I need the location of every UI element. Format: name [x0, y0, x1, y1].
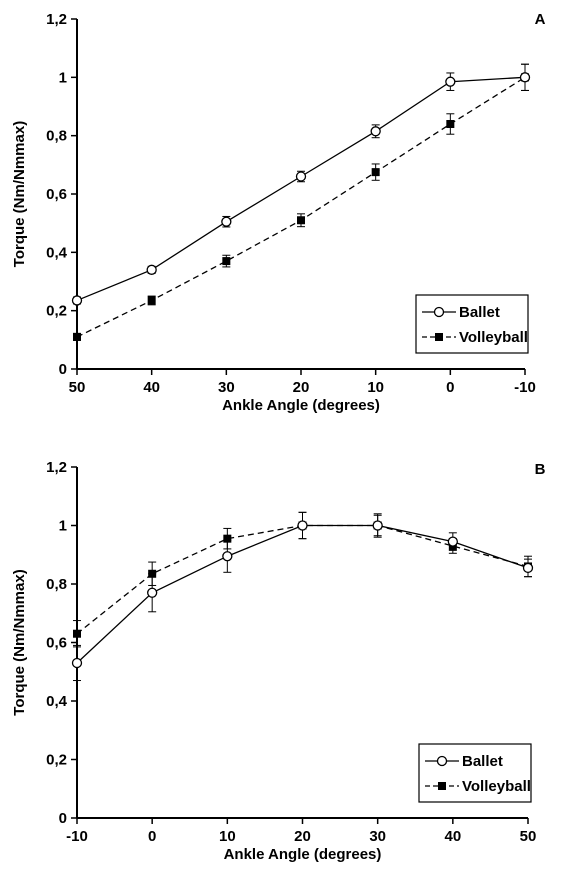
y-tick-label: 0,2 [46, 752, 67, 769]
y-tick-label: 0,4 [46, 244, 68, 261]
y-tick-label: 0,6 [46, 186, 67, 203]
legend-marker [433, 306, 445, 318]
y-tick-label: 1,2 [46, 459, 67, 476]
y-tick-label: 1 [59, 518, 67, 535]
x-tick-label: 0 [446, 379, 454, 396]
x-axis-title: Ankle Angle (degrees) [224, 846, 382, 863]
data-point-ballet [297, 520, 308, 531]
legend-marker [435, 333, 443, 341]
x-tick-label: -10 [66, 828, 88, 845]
y-tick-label: 0 [59, 810, 67, 827]
y-tick-label: 0,8 [46, 576, 67, 593]
series-line-ballet [76, 76, 526, 302]
series-line-ballet [76, 524, 529, 664]
data-point-volleyball [223, 534, 232, 543]
data-point-volleyball [371, 168, 380, 177]
data-point-volleyball [297, 216, 305, 225]
y-tick-label: 0,6 [46, 635, 67, 652]
legend-label: Volleyball [459, 329, 528, 346]
legend-box [415, 294, 529, 354]
y-axis-title: Torque (Nm/Nmmax) [11, 121, 28, 267]
series-line-volleyball [76, 524, 529, 635]
data-point-ballet [221, 216, 232, 227]
legend-label: Ballet [459, 304, 500, 321]
legend-marker [436, 755, 448, 767]
legend-box [418, 743, 532, 803]
x-tick-label: 50 [520, 828, 537, 845]
y-tick-label: 0 [59, 361, 67, 378]
legend-marker [438, 782, 446, 790]
panel-label: A [535, 11, 546, 28]
legend-label: Ballet [462, 753, 503, 770]
x-tick-label: 40 [143, 379, 160, 396]
data-point-volleyball [73, 629, 81, 638]
y-tick-label: 1 [59, 69, 67, 86]
data-point-ballet [222, 551, 233, 562]
x-tick-label: 10 [219, 828, 236, 845]
x-tick-label: 30 [218, 379, 235, 396]
y-tick-label: 0,8 [46, 128, 67, 145]
data-point-ballet [71, 657, 83, 669]
y-axis-title: Torque (Nm/Nmmax) [11, 569, 28, 715]
x-tick-label: 30 [369, 828, 386, 845]
data-point-ballet [146, 264, 157, 275]
x-tick-label: 20 [293, 379, 310, 396]
data-point-ballet [522, 562, 534, 574]
y-tick-label: 0,4 [46, 693, 68, 710]
data-point-ballet [445, 76, 456, 87]
x-tick-label: -10 [514, 379, 536, 396]
x-tick-label: 20 [294, 828, 311, 845]
x-tick-label: 40 [444, 828, 461, 845]
y-tick-label: 0,2 [46, 303, 67, 320]
x-axis-title: Ankle Angle (degrees) [222, 397, 380, 414]
data-point-volleyball [73, 332, 81, 341]
legend-label: Volleyball [462, 778, 531, 795]
data-point-volleyball [222, 257, 231, 266]
data-point-ballet [295, 171, 307, 182]
data-point-ballet [372, 520, 383, 531]
chart-panel-a: 0 0,2 0,4 0,6 0,8 1 1,2 50 40 30 20 10 0 -10 Ankle Ang… [11, 11, 546, 414]
x-tick-label: 0 [148, 828, 156, 845]
panel-label: B [535, 461, 546, 478]
data-point-ballet [447, 536, 458, 547]
data-point-ballet [71, 295, 83, 306]
data-point-volleyball [147, 296, 156, 305]
data-point-volleyball [446, 120, 455, 128]
y-tick-label: 1,2 [46, 11, 67, 28]
data-point-ballet [370, 126, 381, 137]
data-point-ballet [147, 587, 158, 598]
x-tick-label: 50 [69, 379, 86, 396]
x-tick-label: 10 [367, 379, 384, 396]
data-point-ballet [519, 72, 531, 83]
